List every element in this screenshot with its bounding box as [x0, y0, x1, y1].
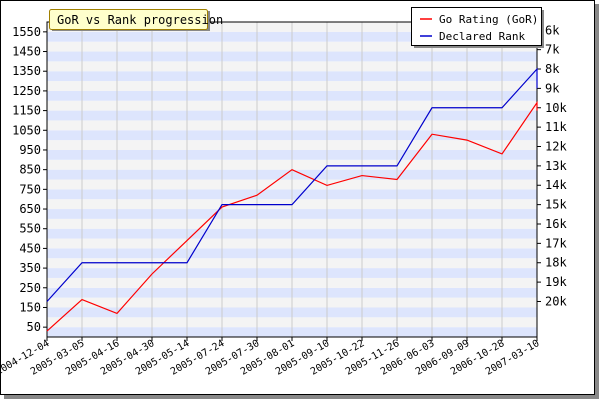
- left-tick-label: 350: [19, 261, 41, 275]
- right-tick-label: 19k: [545, 275, 567, 289]
- left-tick-label: 950: [19, 143, 41, 157]
- legend: Go Rating (GoR) Declared Rank: [411, 7, 544, 48]
- left-tick-label: 750: [19, 182, 41, 196]
- right-tick-label: 15k: [545, 198, 567, 212]
- left-tick-label: 1450: [12, 45, 41, 59]
- left-tick-label: 1550: [12, 25, 41, 39]
- title-background: [49, 9, 208, 30]
- chart-title: GoR vs Rank progression: [57, 13, 223, 27]
- left-tick-label: 1250: [12, 84, 41, 98]
- left-tick-label: 250: [19, 281, 41, 295]
- right-tick-label: 8k: [545, 62, 560, 76]
- series-line-gor: [46, 100, 538, 332]
- right-tick-label: 20k: [545, 294, 567, 308]
- left-tick-label: 550: [19, 222, 41, 236]
- right-tick-label: 16k: [545, 217, 567, 231]
- legend-label-rank: Declared Rank: [439, 30, 525, 43]
- series-layer: [46, 67, 538, 332]
- left-tick-label: 450: [19, 241, 41, 255]
- left-tick-label: 650: [19, 202, 41, 216]
- legend-box: [411, 7, 542, 46]
- left-tick-label: 1350: [12, 64, 41, 78]
- right-tick-label: 9k: [545, 81, 560, 95]
- right-tick-label: 10k: [545, 101, 567, 115]
- right-tick-label: 12k: [545, 140, 567, 154]
- right-axis-ticks: 6k 7k 8k 9k 10k 11k 12k 13k 14k 15k 16k 17k 18k 19k 20…: [537, 23, 567, 308]
- legend-label-gor: Go Rating (GoR): [439, 13, 538, 26]
- left-tick-label: 1150: [12, 104, 41, 118]
- left-tick-label: 1050: [12, 123, 41, 137]
- left-tick-label: 150: [19, 300, 41, 314]
- x-gridlines: [81, 22, 503, 337]
- right-tick-label: 13k: [545, 159, 567, 173]
- left-tick-label: 850: [19, 163, 41, 177]
- left-axis-ticks: 50 150 250 350 450 550 650 750 850 950 1050 1150 125…: [12, 25, 47, 334]
- left-tick-label: 50: [27, 320, 41, 334]
- right-tick-label: 6k: [545, 23, 560, 37]
- right-tick-label: 14k: [545, 178, 567, 192]
- right-tick-label: 18k: [545, 256, 567, 270]
- right-tick-label: 11k: [545, 120, 567, 134]
- right-tick-label: 17k: [545, 236, 567, 250]
- series-line-rank: [46, 67, 538, 302]
- chart-title-box: GoR vs Rank progression: [49, 9, 223, 31]
- right-tick-label: 7k: [545, 43, 560, 57]
